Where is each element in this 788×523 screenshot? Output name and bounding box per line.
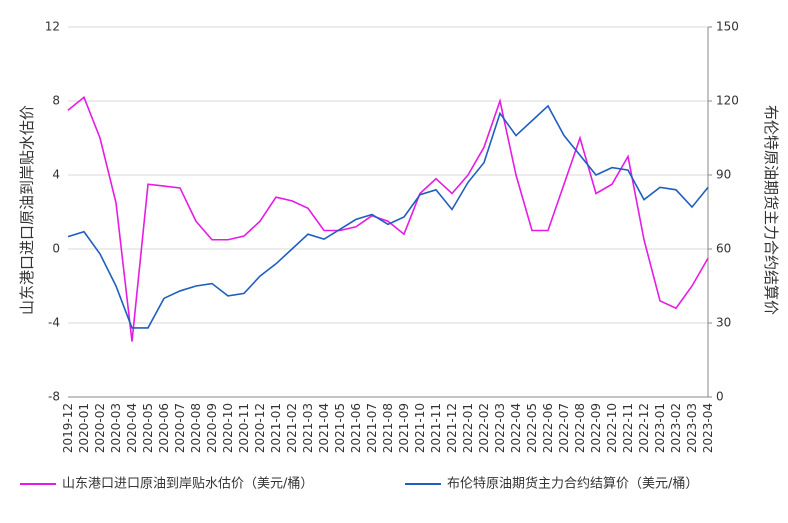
x-tick-label: 2022-12: [637, 403, 651, 453]
x-tick-label: 2023-01: [653, 403, 667, 453]
x-tick-label: 2020-01: [77, 403, 91, 453]
x-tick-label: 2020-08: [189, 403, 203, 453]
legend-label: 山东港口进口原油到岸贴水估价（美元/桶）: [62, 477, 313, 492]
y2-tick-label: 60: [716, 242, 731, 256]
legend-label: 布伦特原油期货主力合约结算价（美元/桶）: [447, 476, 698, 492]
y2-tick-label: 90: [716, 168, 731, 182]
x-tick-label: 2021-10: [413, 403, 427, 453]
x-tick-label: 2022-03: [493, 403, 507, 453]
x-tick-label: 2023-02: [669, 403, 683, 453]
x-tick-label: 2022-08: [573, 403, 587, 453]
x-tick-label: 2020-12: [253, 403, 267, 453]
x-tick-label: 2019-12: [61, 403, 75, 453]
x-tick-label: 2020-03: [109, 403, 123, 453]
x-tick-label: 2022-09: [589, 403, 603, 453]
y2-tick-label: 30: [716, 316, 731, 330]
y-tick-label: 12: [45, 20, 60, 34]
y2-axis-title: 布伦特原油期货主力合约结算价: [762, 105, 780, 315]
y-tick-label: -8: [48, 390, 60, 404]
x-tick-label: 2021-01: [269, 403, 283, 453]
x-tick-label: 2022-01: [461, 403, 475, 453]
x-tick-label: 2021-12: [445, 403, 459, 453]
x-tick-label: 2020-04: [125, 403, 139, 453]
x-tick-label: 2022-05: [525, 403, 539, 453]
x-tick-label: 2023-04: [701, 403, 715, 453]
series-line: [67, 95, 709, 342]
x-tick-label: 2020-09: [205, 403, 219, 453]
y-axis-title: 山东港口进口原油到岸贴水估价: [18, 105, 36, 315]
x-tick-label: 2021-07: [365, 403, 379, 453]
x-tick-label: 2020-02: [93, 403, 107, 453]
y2-tick-label: 120: [716, 94, 739, 108]
x-tick-label: 2021-02: [285, 403, 299, 453]
y-tick-label: 4: [52, 168, 60, 182]
x-tick-label: 2020-05: [141, 403, 155, 453]
x-tick-label: 2021-11: [429, 403, 443, 453]
x-tick-label: 2021-03: [301, 403, 315, 453]
x-tick-label: 2022-02: [477, 403, 491, 453]
x-tick-label: 2022-07: [557, 403, 571, 453]
series-line: [67, 104, 709, 329]
y-tick-label: 0: [52, 242, 60, 256]
y-tick-label: -4: [48, 316, 60, 330]
x-tick-label: 2020-11: [237, 403, 251, 453]
x-tick-label: 2022-11: [621, 403, 635, 453]
x-tick-label: 2022-10: [605, 403, 619, 453]
y-tick-label: 8: [52, 94, 60, 108]
x-tick-label: 2022-06: [541, 403, 555, 453]
y2-tick-label: 150: [716, 20, 739, 34]
x-tick-label: 2021-08: [381, 403, 395, 453]
x-tick-label: 2021-09: [397, 403, 411, 453]
x-tick-label: 2020-06: [157, 403, 171, 453]
x-tick-label: 2020-10: [221, 403, 235, 453]
x-tick-label: 2021-06: [349, 403, 363, 453]
x-tick-label: 2021-05: [333, 403, 347, 453]
x-tick-label: 2021-04: [317, 403, 331, 453]
y2-tick-label: 0: [716, 390, 724, 404]
x-tick-label: 2023-03: [685, 403, 699, 453]
x-tick-label: 2022-04: [509, 403, 523, 453]
x-tick-label: 2020-07: [173, 403, 187, 453]
